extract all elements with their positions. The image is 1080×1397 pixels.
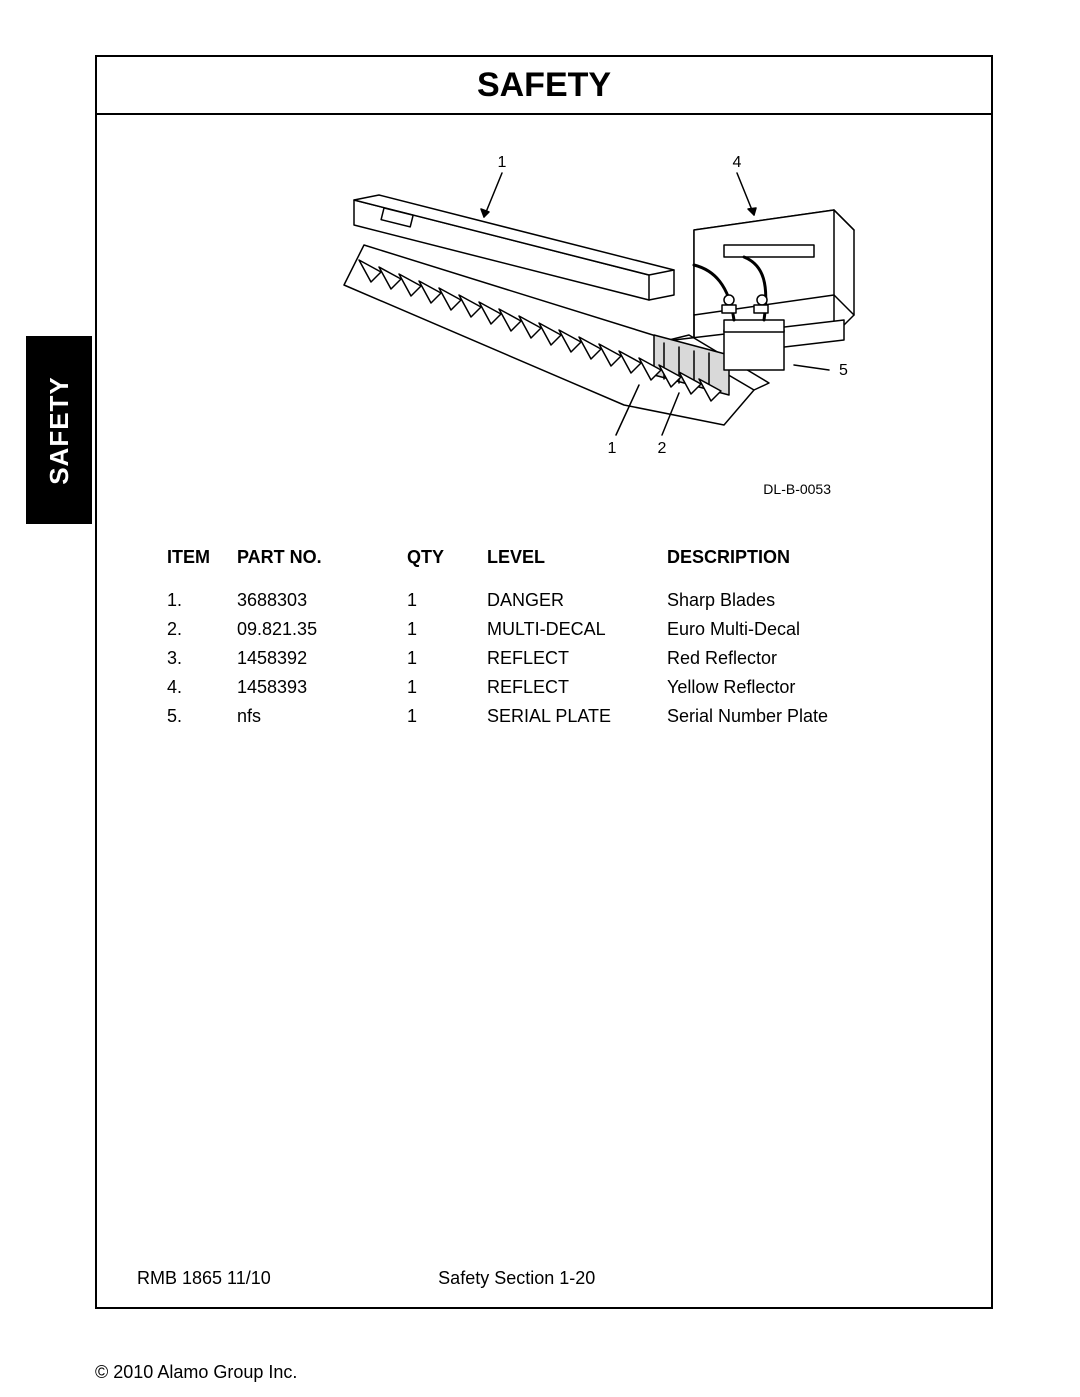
- cell-level: DANGER: [487, 586, 667, 615]
- cell-level: MULTI-DECAL: [487, 615, 667, 644]
- table-row: 3. 1458392 1 REFLECT Red Reflector: [167, 644, 927, 673]
- cell-level: REFLECT: [487, 673, 667, 702]
- callout-5: 5: [839, 362, 848, 379]
- callout-1-top: 1: [498, 154, 507, 171]
- cell-level: SERIAL PLATE: [487, 702, 667, 731]
- header-qty: QTY: [407, 547, 487, 586]
- content-footer: RMB 1865 11/10 Safety Section 1-20: [137, 1268, 951, 1289]
- cell-qty: 1: [407, 586, 487, 615]
- page-title: SAFETY: [477, 66, 611, 105]
- cell-desc: Euro Multi-Decal: [667, 615, 927, 644]
- cell-part: 1458393: [237, 673, 407, 702]
- callout-4: 4: [733, 154, 742, 171]
- table-row: 4. 1458393 1 REFLECT Yellow Reflector: [167, 673, 927, 702]
- content-box: 1 4 5 1 2 DL-B-0053 ITEM PART NO. QTY LE…: [95, 115, 993, 1309]
- parts-table: ITEM PART NO. QTY LEVEL DESCRIPTION 1. 3…: [167, 547, 927, 731]
- title-box: SAFETY: [95, 55, 993, 115]
- cell-desc: Serial Number Plate: [667, 702, 927, 731]
- cell-qty: 1: [407, 644, 487, 673]
- cell-item: 3.: [167, 644, 237, 673]
- copyright: © 2010 Alamo Group Inc.: [95, 1362, 297, 1383]
- cell-item: 5.: [167, 702, 237, 731]
- header-level: LEVEL: [487, 547, 667, 586]
- section-label: Safety Section 1-20: [438, 1268, 951, 1289]
- cell-item: 1.: [167, 586, 237, 615]
- cell-part: 1458392: [237, 644, 407, 673]
- callout-2: 2: [658, 440, 667, 457]
- table-header-row: ITEM PART NO. QTY LEVEL DESCRIPTION: [167, 547, 927, 586]
- table-row: 1. 3688303 1 DANGER Sharp Blades: [167, 586, 927, 615]
- cell-desc: Sharp Blades: [667, 586, 927, 615]
- figure-id: DL-B-0053: [137, 481, 951, 497]
- callout-1-bottom: 1: [608, 440, 617, 457]
- cell-qty: 1: [407, 615, 487, 644]
- doc-code: RMB 1865 11/10: [137, 1268, 438, 1289]
- cell-item: 4.: [167, 673, 237, 702]
- cell-part: 3688303: [237, 586, 407, 615]
- equipment-diagram: 1 4 5 1 2: [224, 145, 864, 475]
- cell-qty: 1: [407, 702, 487, 731]
- header-item: ITEM: [167, 547, 237, 586]
- cell-part: 09.821.35: [237, 615, 407, 644]
- cell-part: nfs: [237, 702, 407, 731]
- cell-level: REFLECT: [487, 644, 667, 673]
- header-part: PART NO.: [237, 547, 407, 586]
- cell-qty: 1: [407, 673, 487, 702]
- cell-desc: Yellow Reflector: [667, 673, 927, 702]
- table-row: 2. 09.821.35 1 MULTI-DECAL Euro Multi-De…: [167, 615, 927, 644]
- page-frame: SAFETY: [95, 55, 993, 1325]
- side-tab-label: SAFETY: [44, 376, 75, 485]
- header-desc: DESCRIPTION: [667, 547, 927, 586]
- table-row: 5. nfs 1 SERIAL PLATE Serial Number Plat…: [167, 702, 927, 731]
- side-tab: SAFETY: [26, 336, 92, 524]
- diagram-container: 1 4 5 1 2: [137, 145, 951, 475]
- cell-desc: Red Reflector: [667, 644, 927, 673]
- cell-item: 2.: [167, 615, 237, 644]
